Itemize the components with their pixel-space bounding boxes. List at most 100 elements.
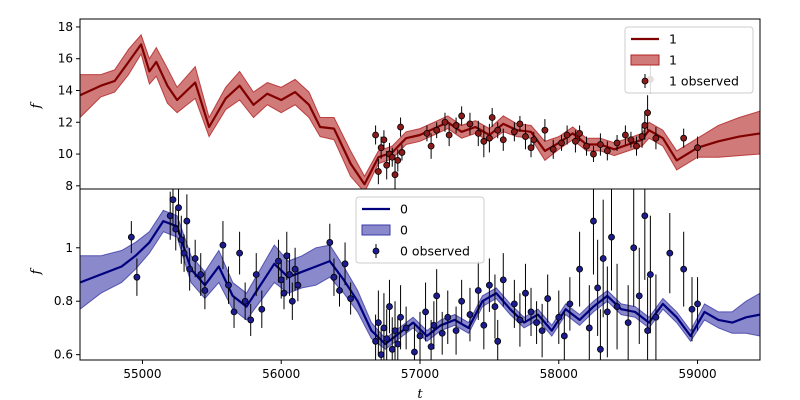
- top-data-point: [522, 133, 529, 140]
- bottom-data-point: [180, 249, 188, 257]
- bottom-data-point: [538, 327, 546, 335]
- top-data-point: [452, 122, 460, 129]
- top-points-group: [372, 65, 701, 189]
- bottom-data-point: [624, 319, 632, 326]
- bottom-data-point: [326, 239, 334, 246]
- bottom-xtick-label: 58000: [540, 367, 578, 381]
- top-data-point: [530, 136, 538, 144]
- top-yticks: 8 10 12 14 16 18: [58, 20, 80, 193]
- bottom-data-point: [608, 233, 615, 241]
- bottom-data-point: [433, 292, 441, 300]
- top-legend-label: 1: [669, 53, 677, 68]
- bottom-data-point: [474, 287, 482, 294]
- bottom-xticks: 55000 56000 57000 58000 59000: [123, 360, 717, 381]
- bottom-xtick-label: 55000: [123, 367, 161, 381]
- bottom-data-point: [177, 236, 185, 244]
- bottom-xlabel: t: [417, 387, 423, 400]
- top-ytick-label: 14: [58, 83, 73, 97]
- bottom-legend-label: 0 observed: [400, 244, 470, 259]
- top-data-point: [377, 144, 385, 152]
- top-data-point: [641, 122, 649, 129]
- bottom-data-point: [466, 311, 474, 318]
- bottom-data-point: [680, 265, 688, 273]
- top-data-point: [576, 129, 583, 137]
- top-data-point: [445, 131, 453, 139]
- top-data-point: [394, 157, 402, 164]
- top-data-point: [694, 144, 701, 152]
- bottom-data-point: [416, 332, 424, 340]
- bottom-data-point: [397, 313, 404, 321]
- bottom-data-point: [169, 196, 177, 204]
- top-ytick-label: 12: [58, 115, 73, 129]
- bottom-data-point: [510, 300, 518, 308]
- bottom-data-point: [494, 337, 502, 345]
- bottom-data-point: [191, 255, 199, 262]
- top-legend: 1 1 1 observed: [624, 26, 754, 94]
- bottom-data-point: [444, 313, 452, 321]
- top-data-point: [558, 139, 565, 147]
- bottom-uncertainty-band: [80, 209, 760, 350]
- bottom-data-point: [294, 281, 302, 289]
- bottom-data-point: [230, 308, 238, 316]
- bottom-data-point: [383, 335, 391, 343]
- bottom-data-point: [516, 316, 524, 324]
- bottom-ytick-label: 0.6: [54, 348, 73, 362]
- top-data-point: [397, 123, 404, 131]
- top-data-point: [510, 128, 518, 136]
- bottom-data-point: [201, 287, 209, 294]
- top-data-point: [374, 168, 382, 175]
- bottom-xtick-label: 57000: [401, 367, 439, 381]
- bottom-data-point: [438, 329, 446, 337]
- bottom-data-point: [133, 273, 141, 281]
- bottom-legend-label: 0: [400, 202, 408, 217]
- top-data-point: [383, 161, 391, 169]
- top-data-point: [541, 126, 549, 134]
- top-ylabel: f: [29, 101, 44, 109]
- bottom-data-point: [458, 297, 466, 305]
- bottom-data-point: [341, 260, 349, 268]
- bottom-data-point: [594, 284, 602, 292]
- top-band-group: [80, 33, 760, 189]
- bottom-data-point: [666, 249, 674, 257]
- bottom-data-point: [391, 327, 399, 335]
- top-ytick-label: 10: [58, 147, 73, 161]
- top-ytick-label: 18: [58, 20, 73, 34]
- bottom-points-group: [127, 189, 701, 360]
- bottom-data-point: [225, 281, 232, 289]
- bottom-data-point: [275, 257, 282, 265]
- bottom-data-point: [388, 345, 396, 353]
- top-data-point: [485, 134, 493, 142]
- bottom-data-point: [646, 271, 654, 278]
- top-data-point: [488, 114, 496, 121]
- bottom-data-point: [374, 319, 382, 326]
- top-legend-label: 1: [669, 32, 677, 47]
- bottom-legend-point-swatch: [372, 247, 380, 255]
- top-data-point: [549, 145, 557, 153]
- bottom-data-point: [291, 265, 299, 273]
- top-data-point: [433, 126, 441, 134]
- top-legend-point-swatch: [641, 77, 649, 85]
- bottom-data-point: [175, 204, 182, 212]
- top-data-point: [499, 136, 507, 144]
- top-data-point: [441, 118, 449, 126]
- bottom-data-point: [172, 225, 180, 233]
- bottom-legend-box: [355, 196, 485, 264]
- top-legend-box: [624, 26, 754, 94]
- panel-bottom: 0.60.81 55000 56000 57000 58000 59000 f t 00…: [29, 189, 760, 400]
- bottom-data-point: [219, 241, 227, 249]
- top-data-point: [427, 142, 435, 150]
- bottom-data-point: [330, 273, 338, 281]
- top-legend-band-swatch: [630, 54, 660, 66]
- top-data-point: [480, 137, 488, 145]
- top-data-point: [638, 133, 646, 140]
- bottom-data-point: [652, 313, 660, 321]
- bottom-data-point: [480, 321, 488, 329]
- top-data-point: [680, 134, 688, 142]
- bottom-legend: 0 0 0 observed: [355, 196, 485, 264]
- bottom-data-point: [336, 287, 343, 294]
- bottom-data-point: [197, 271, 205, 278]
- top-data-point: [466, 120, 474, 128]
- bottom-data-point: [597, 345, 604, 353]
- bottom-data-point: [485, 281, 493, 289]
